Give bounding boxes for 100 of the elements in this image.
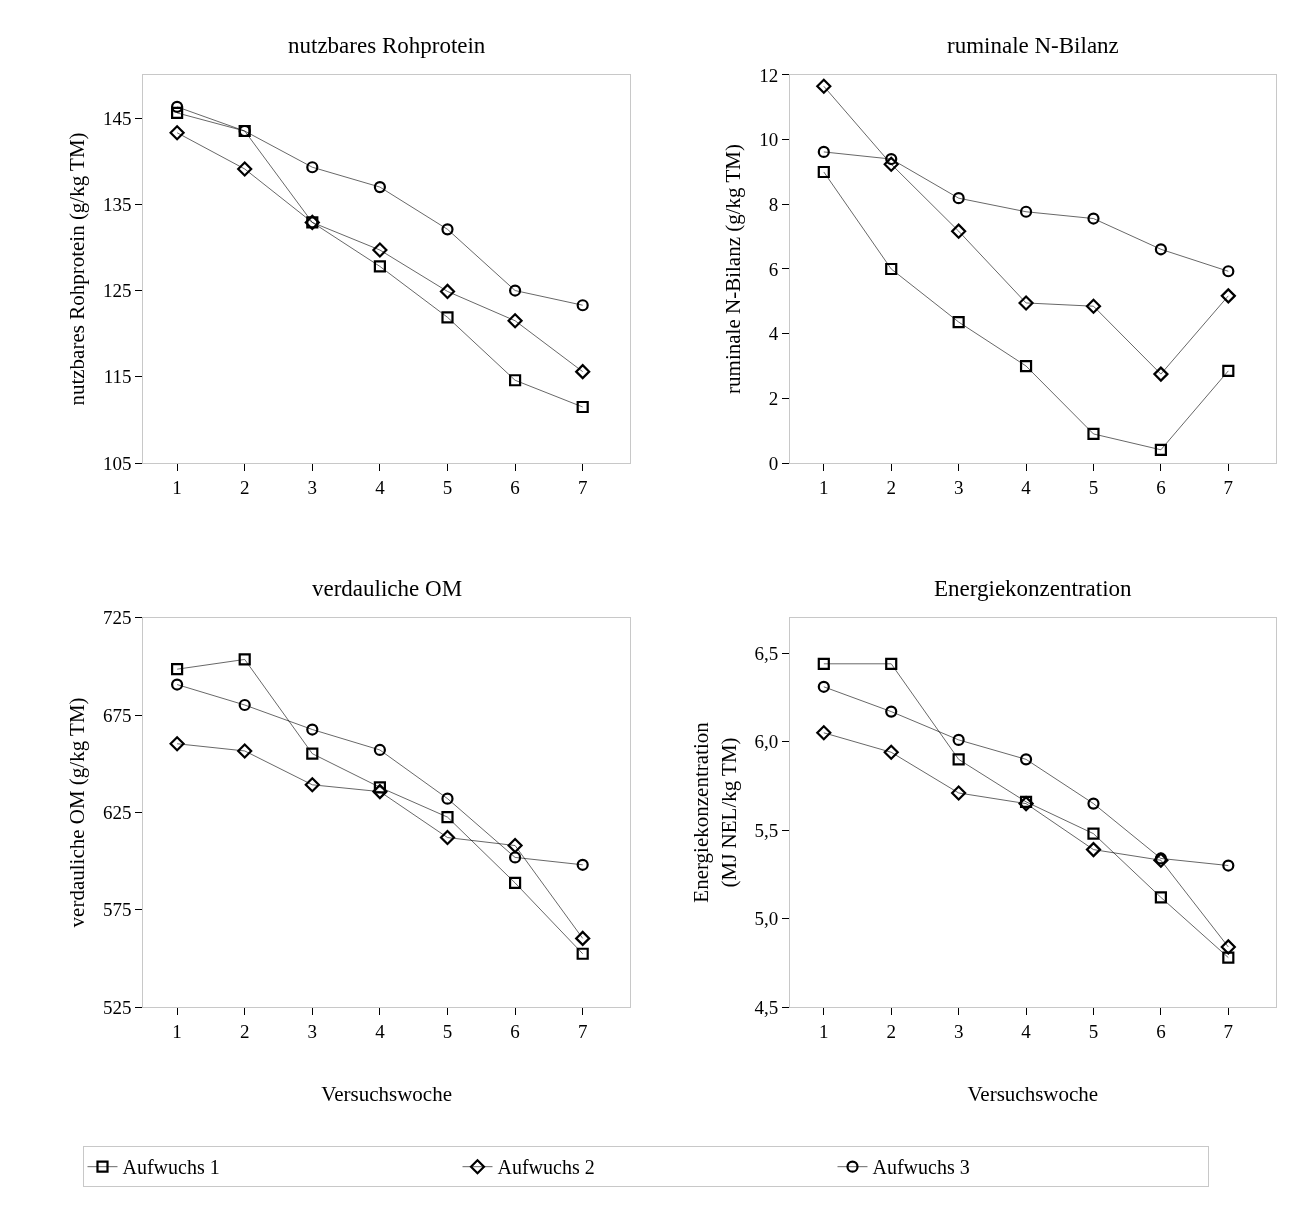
y-tick-label: 12 bbox=[759, 64, 779, 86]
x-tick-label: 5 bbox=[1088, 476, 1099, 498]
point bbox=[1087, 212, 1100, 225]
chart-title: ruminale N-Bilanz bbox=[947, 33, 1119, 58]
point bbox=[373, 743, 386, 757]
legend-label: Aufwuchs 2 bbox=[497, 1156, 595, 1179]
point bbox=[1019, 359, 1033, 373]
point bbox=[817, 165, 830, 179]
y-tick-label: 6 bbox=[768, 258, 779, 280]
point bbox=[441, 792, 454, 805]
point bbox=[885, 262, 898, 276]
point bbox=[1087, 827, 1100, 840]
point bbox=[952, 315, 965, 329]
point bbox=[816, 725, 832, 741]
point bbox=[1222, 951, 1235, 964]
point bbox=[951, 785, 967, 801]
x-tick-label: 3 bbox=[307, 1020, 318, 1042]
point bbox=[509, 284, 522, 297]
point bbox=[439, 283, 456, 300]
y-axis-title: nutzbares Rohprotein (g/kg TM) bbox=[65, 132, 90, 406]
x-tick-label: 1 bbox=[819, 476, 829, 498]
point bbox=[169, 125, 185, 141]
y-tick-label: 625 bbox=[103, 802, 132, 824]
point bbox=[306, 747, 319, 760]
point bbox=[816, 78, 832, 94]
point bbox=[372, 242, 388, 258]
point bbox=[951, 223, 967, 239]
point bbox=[507, 837, 523, 854]
point bbox=[1220, 939, 1236, 955]
point bbox=[1087, 427, 1100, 441]
point bbox=[1085, 842, 1102, 858]
point bbox=[883, 744, 899, 760]
y-tick-label: 5,0 bbox=[754, 908, 779, 930]
legend-label: Aufwuchs 3 bbox=[872, 1156, 970, 1179]
x-tick-label: 5 bbox=[1088, 1020, 1099, 1042]
point bbox=[507, 313, 523, 329]
x-tick-label: 4 bbox=[375, 1020, 386, 1042]
point bbox=[237, 743, 253, 759]
y-tick-label: 125 bbox=[103, 280, 132, 302]
y-axis-title: ruminale N-Bilanz (g/kg TM) bbox=[721, 144, 746, 394]
point bbox=[1085, 298, 1102, 314]
point bbox=[1222, 265, 1235, 278]
legend-label: Aufwuchs 1 bbox=[122, 1156, 220, 1179]
point bbox=[306, 723, 319, 736]
point bbox=[171, 678, 184, 691]
point bbox=[304, 777, 320, 793]
point bbox=[1222, 859, 1235, 872]
x-tick-label: 7 bbox=[577, 476, 588, 498]
point bbox=[952, 192, 965, 205]
point bbox=[1220, 288, 1236, 304]
y-tick-label: 725 bbox=[103, 607, 132, 629]
point bbox=[952, 753, 965, 766]
point bbox=[171, 100, 184, 113]
y-tick-label: 10 bbox=[759, 129, 779, 151]
y-tick-label: 4,5 bbox=[754, 996, 779, 1018]
point bbox=[238, 653, 251, 666]
point bbox=[441, 811, 454, 824]
x-axis-title: Versuchswoche bbox=[967, 1082, 1099, 1107]
x-tick-label: 2 bbox=[886, 476, 896, 498]
x-tick-label: 4 bbox=[375, 476, 386, 498]
point bbox=[372, 784, 388, 800]
x-axis-title: Versuchswoche bbox=[321, 1082, 452, 1107]
x-tick-label: 2 bbox=[886, 1020, 896, 1042]
y-tick-label: 135 bbox=[103, 193, 132, 215]
point bbox=[169, 736, 185, 752]
chart-title: nutzbares Rohprotein bbox=[288, 33, 486, 58]
point bbox=[1018, 295, 1034, 311]
point bbox=[1153, 366, 1169, 382]
point bbox=[237, 161, 253, 177]
point bbox=[1154, 891, 1167, 904]
point bbox=[171, 663, 184, 676]
x-tick-label: 1 bbox=[172, 1020, 182, 1042]
point bbox=[576, 299, 589, 312]
x-tick-label: 6 bbox=[1156, 476, 1166, 498]
y-tick-label: 5,5 bbox=[754, 819, 779, 841]
y-tick-label: 6,0 bbox=[754, 731, 779, 753]
point bbox=[575, 930, 591, 946]
y-tick-label: 4 bbox=[768, 323, 779, 345]
x-tick-label: 7 bbox=[577, 1020, 588, 1042]
point bbox=[373, 180, 386, 194]
point bbox=[885, 705, 898, 718]
point bbox=[576, 947, 589, 960]
point bbox=[508, 374, 522, 387]
point bbox=[373, 260, 386, 273]
y-tick-label: 6,5 bbox=[754, 642, 779, 664]
y-tick-label: 675 bbox=[103, 704, 132, 726]
x-tick-label: 5 bbox=[442, 476, 453, 498]
x-tick-label: 3 bbox=[953, 476, 964, 498]
point bbox=[1087, 797, 1100, 810]
point bbox=[1154, 243, 1167, 256]
point bbox=[1019, 753, 1033, 766]
chart-title: Energiekonzentration bbox=[934, 576, 1133, 601]
point bbox=[508, 876, 522, 890]
point bbox=[885, 657, 898, 670]
point bbox=[439, 829, 456, 846]
point bbox=[576, 858, 589, 871]
point bbox=[1222, 364, 1235, 377]
y-tick-label: 575 bbox=[103, 899, 132, 921]
point bbox=[441, 223, 454, 236]
y-tick-label: 525 bbox=[103, 996, 132, 1018]
